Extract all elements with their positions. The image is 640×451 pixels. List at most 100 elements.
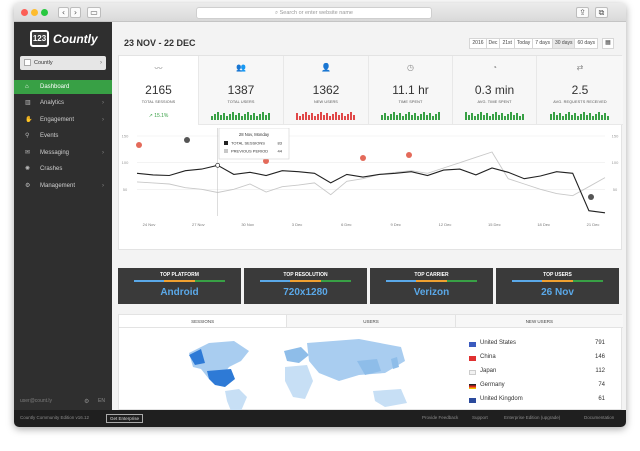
sessions-line-chart[interactable]: 150 150 100 100 50 50 24 Nov 27 Nov 30 Nov 3 Dec… — [119, 128, 623, 251]
de-flag-icon — [469, 384, 476, 389]
metric-value: 0.3 min — [474, 83, 515, 97]
list-item[interactable]: China 146 — [469, 354, 605, 364]
date-btn-day[interactable]: 21st — [499, 38, 515, 49]
map-region-japan[interactable] — [391, 357, 399, 369]
date-btn-7days[interactable]: 7 days — [532, 38, 553, 49]
sparkline-bar — [214, 114, 216, 120]
metric-avg-requests[interactable]: ⇄ 2.5 AVG. REQUESTS RECEIVED — [537, 56, 623, 125]
sparkline-bar — [311, 113, 313, 120]
sidebar-item-management[interactable]: ⚙ Management › — [14, 179, 112, 193]
app-selector[interactable]: Countly › — [20, 56, 106, 70]
tabs-icon[interactable]: ⧉ — [595, 7, 608, 18]
close-window-button[interactable] — [21, 9, 28, 16]
footer-link-documentation[interactable]: Documentation — [584, 415, 615, 420]
sidebar-item-label: Analytics — [40, 100, 65, 106]
title-bar: ‹ › ▭ ⌕ Search or enter website name ⇪ ⧉ — [14, 3, 626, 22]
sparkline-bar — [404, 114, 407, 120]
sparkline-bar — [256, 116, 258, 120]
tile-top-carrier[interactable]: TOP CARRIER Verizon — [370, 268, 493, 304]
chart-annotation-marker[interactable] — [406, 152, 412, 158]
tab-new-users[interactable]: NEW USERS — [455, 315, 623, 327]
sparkline-bar — [226, 116, 228, 120]
language-selector[interactable]: EN — [98, 398, 105, 404]
minimize-window-button[interactable] — [31, 9, 38, 16]
zoom-window-button[interactable] — [41, 9, 48, 16]
sparkline-bar — [550, 114, 552, 120]
footer-link-enterprise[interactable]: Enterprise Edition (upgrade) — [504, 415, 561, 420]
tile-top-users[interactable]: TOP USERS 26 Nov — [496, 268, 619, 304]
list-item[interactable]: United Kingdom 61 — [469, 396, 605, 406]
chart-annotation-marker[interactable] — [184, 137, 190, 143]
sparkline-bar — [518, 116, 521, 120]
list-item[interactable]: Japan 112 — [469, 368, 605, 378]
footer-link-feedback[interactable]: Provide Feedback — [422, 415, 459, 420]
world-map[interactable] — [179, 333, 439, 411]
map-region-europe[interactable] — [284, 347, 309, 363]
chevron-right-icon[interactable]: › — [70, 7, 81, 18]
share-icon[interactable]: ⇪ — [576, 7, 589, 18]
map-region-south-america[interactable] — [225, 389, 247, 411]
settings-icon[interactable]: ⚙ — [84, 399, 90, 405]
map-region-australia[interactable] — [373, 389, 407, 407]
page-title: 23 NOV - 22 DEC — [124, 38, 196, 48]
chart-annotation-marker[interactable] — [360, 155, 366, 161]
tile-value: Verizon — [413, 287, 450, 298]
map-panel: SESSIONS USERS NEW USERS United States 79… — [118, 314, 623, 411]
sparkline-bar — [598, 112, 600, 120]
metric-total-sessions[interactable]: 〰 2165 TOTAL SESSIONS ↗ 15.1% — [119, 56, 199, 125]
url-bar[interactable]: ⌕ Search or enter website name — [196, 7, 432, 19]
sidebar-item-engagement[interactable]: ✋ Engagement › — [14, 113, 112, 127]
get-enterprise-button[interactable]: Get Enterprise — [106, 414, 144, 423]
sidebar-item-events[interactable]: ⚲ Events — [14, 129, 112, 143]
tab-users[interactable]: USERS — [287, 315, 456, 327]
date-btn-month[interactable]: Dec — [485, 38, 501, 49]
metric-time-spent[interactable]: ◷ 11.1 hr TIME SPENT — [369, 56, 453, 125]
map-region-alaska[interactable] — [189, 349, 205, 365]
list-item[interactable]: United States 791 — [469, 340, 605, 350]
metric-avg-time-spent[interactable]: ◔ 0.3 min AVG. TIME SPENT — [453, 56, 537, 125]
sidebar-item-analytics[interactable]: ▥ Analytics › — [14, 96, 112, 110]
sparkline-bar — [238, 113, 240, 120]
sidebar-item-messaging[interactable]: ✉ Messaging › — [14, 146, 112, 160]
sparkline-bar — [589, 113, 591, 120]
series-line-total-sessions[interactable] — [136, 164, 606, 214]
map-region-africa[interactable] — [285, 365, 313, 399]
country-value: 112 — [595, 368, 605, 374]
x-tick-label: 21 Dec — [587, 222, 600, 227]
sidebar-item-label: Management — [40, 183, 76, 189]
logo[interactable]: 123 Countly — [30, 29, 98, 48]
map-region-united-states[interactable] — [207, 369, 235, 387]
metric-new-users[interactable]: 👤 1362 NEW USERS — [284, 56, 369, 125]
sidebar-toggle-icon[interactable]: ▭ — [87, 7, 101, 18]
footer-link-support[interactable]: Support — [472, 415, 488, 420]
chart-annotation-marker[interactable] — [136, 142, 142, 148]
series-line-previous-period[interactable] — [136, 151, 606, 197]
sparkline-bar — [497, 115, 500, 120]
chart-annotation-marker[interactable] — [588, 194, 594, 200]
sidebar-item-dashboard[interactable]: ⌂ Dashboard — [14, 80, 112, 94]
list-item[interactable]: Germany 74 — [469, 382, 605, 392]
country-value: 791 — [594, 340, 605, 346]
map-region-asia[interactable] — [307, 339, 405, 381]
date-btn-year[interactable]: 2016 — [469, 38, 487, 49]
sparkline-bar — [395, 115, 398, 120]
chevron-right-icon: › — [102, 183, 104, 189]
date-btn-30days[interactable]: 30 days — [551, 38, 576, 49]
tile-top-platform[interactable]: TOP PLATFORM Android — [118, 268, 241, 304]
sidebar-item-crashes[interactable]: ✺ Crashes — [14, 162, 112, 176]
logo-mark: 123 — [30, 30, 49, 47]
date-btn-60days[interactable]: 60 days — [574, 38, 598, 49]
sparkline-bar — [512, 115, 515, 120]
sparkline-bar — [515, 113, 518, 120]
tile-top-resolution[interactable]: TOP RESOLUTION 720x1280 — [244, 268, 367, 304]
tab-sessions[interactable]: SESSIONS — [119, 315, 288, 327]
chevron-left-icon[interactable]: ‹ — [58, 7, 69, 18]
user-email[interactable]: user@count.ly — [20, 398, 53, 404]
chart-annotation-marker[interactable] — [263, 158, 269, 164]
hover-point[interactable] — [215, 162, 221, 168]
date-btn-today[interactable]: Today — [513, 38, 534, 49]
map-region-china[interactable] — [357, 359, 381, 375]
metric-total-users[interactable]: 👥 1387 TOTAL USERS — [199, 56, 284, 125]
calendar-icon[interactable]: ▦ — [602, 38, 614, 49]
map-region-north-america[interactable] — [189, 341, 249, 381]
